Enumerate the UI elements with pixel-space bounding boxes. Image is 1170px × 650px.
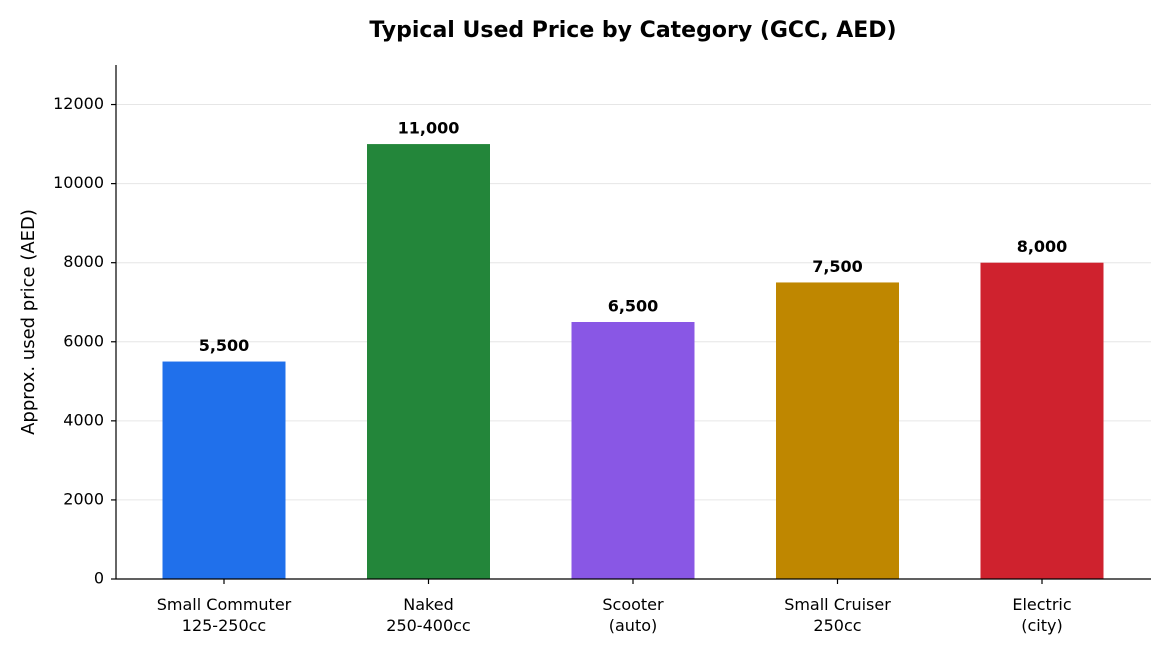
bar: [162, 361, 286, 579]
y-axis-label: Approx. used price (AED): [18, 209, 39, 435]
bar: [776, 282, 899, 579]
y-tick-label: 4000: [63, 410, 104, 429]
y-tick-label: 10000: [53, 173, 104, 192]
bar: [571, 322, 695, 579]
bar: [980, 262, 1104, 579]
x-tick-label: Small Commuter 125-250cc: [157, 595, 292, 635]
value-label: 8,000: [1017, 237, 1068, 256]
y-tick-label: 12000: [53, 94, 104, 113]
value-label: 11,000: [398, 119, 460, 138]
x-tick-label: Naked 250-400cc: [386, 595, 470, 635]
x-tick-label: Electric (city): [1012, 595, 1071, 635]
y-tick-label: 6000: [63, 331, 104, 350]
y-tick-label: 2000: [63, 489, 104, 508]
value-label: 6,500: [608, 297, 659, 316]
x-tick-label: Scooter (auto): [602, 595, 664, 635]
bar: [367, 144, 490, 580]
y-tick-label: 0: [94, 569, 104, 588]
y-tick-label: 8000: [63, 252, 104, 271]
chart-title: Typical Used Price by Category (GCC, AED…: [369, 18, 896, 43]
x-tick-label: Small Cruiser 250cc: [784, 595, 891, 635]
value-label: 7,500: [812, 257, 863, 276]
value-label: 5,500: [199, 336, 250, 355]
